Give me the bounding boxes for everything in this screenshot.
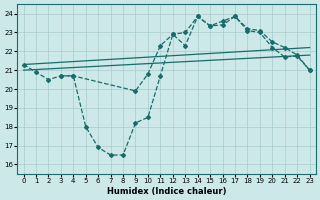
X-axis label: Humidex (Indice chaleur): Humidex (Indice chaleur) — [107, 187, 226, 196]
